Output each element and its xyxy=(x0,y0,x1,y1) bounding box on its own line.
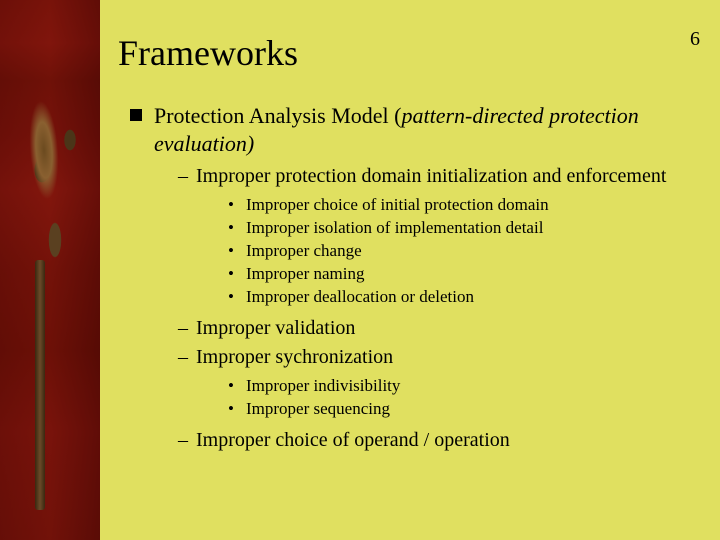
bullet-level3: Improper naming xyxy=(228,263,702,286)
bullet-level2: Improper choice of operand / operation xyxy=(178,427,702,454)
bullet-level2-label: Improper protection domain initializatio… xyxy=(196,165,666,187)
bullet-level3: Improper choice of initial protection do… xyxy=(228,194,702,217)
bullet-level3: Improper isolation of implementation det… xyxy=(228,217,702,240)
bullet-level2-label: Improper validation xyxy=(196,317,355,339)
bullet-level3: Improper sequencing xyxy=(228,398,702,421)
bullet-level3: Improper indivisibility xyxy=(228,375,702,398)
bullet-level2: Improper protection domain initializatio… xyxy=(178,163,702,309)
bullet-heading-main: Protection Analysis Model ( xyxy=(154,103,401,128)
slide-content: 6 Frameworks Protection Analysis Model (… xyxy=(100,0,720,540)
bullet-level2: Improper sychronization Improper indivisi… xyxy=(178,344,702,421)
decorative-key-image xyxy=(0,0,100,540)
slide-title: Frameworks xyxy=(118,32,702,74)
bullet-level1: Protection Analysis Model (pattern-direc… xyxy=(128,102,702,454)
bullet-level2-label: Improper choice of operand / operation xyxy=(196,429,510,451)
bullet-level2: Improper validation xyxy=(178,315,702,342)
page-number: 6 xyxy=(690,28,700,51)
bullet-level3: Improper deallocation or deletion xyxy=(228,286,702,309)
bullet-level3: Improper change xyxy=(228,240,702,263)
bullet-level2-label: Improper sychronization xyxy=(196,346,393,368)
